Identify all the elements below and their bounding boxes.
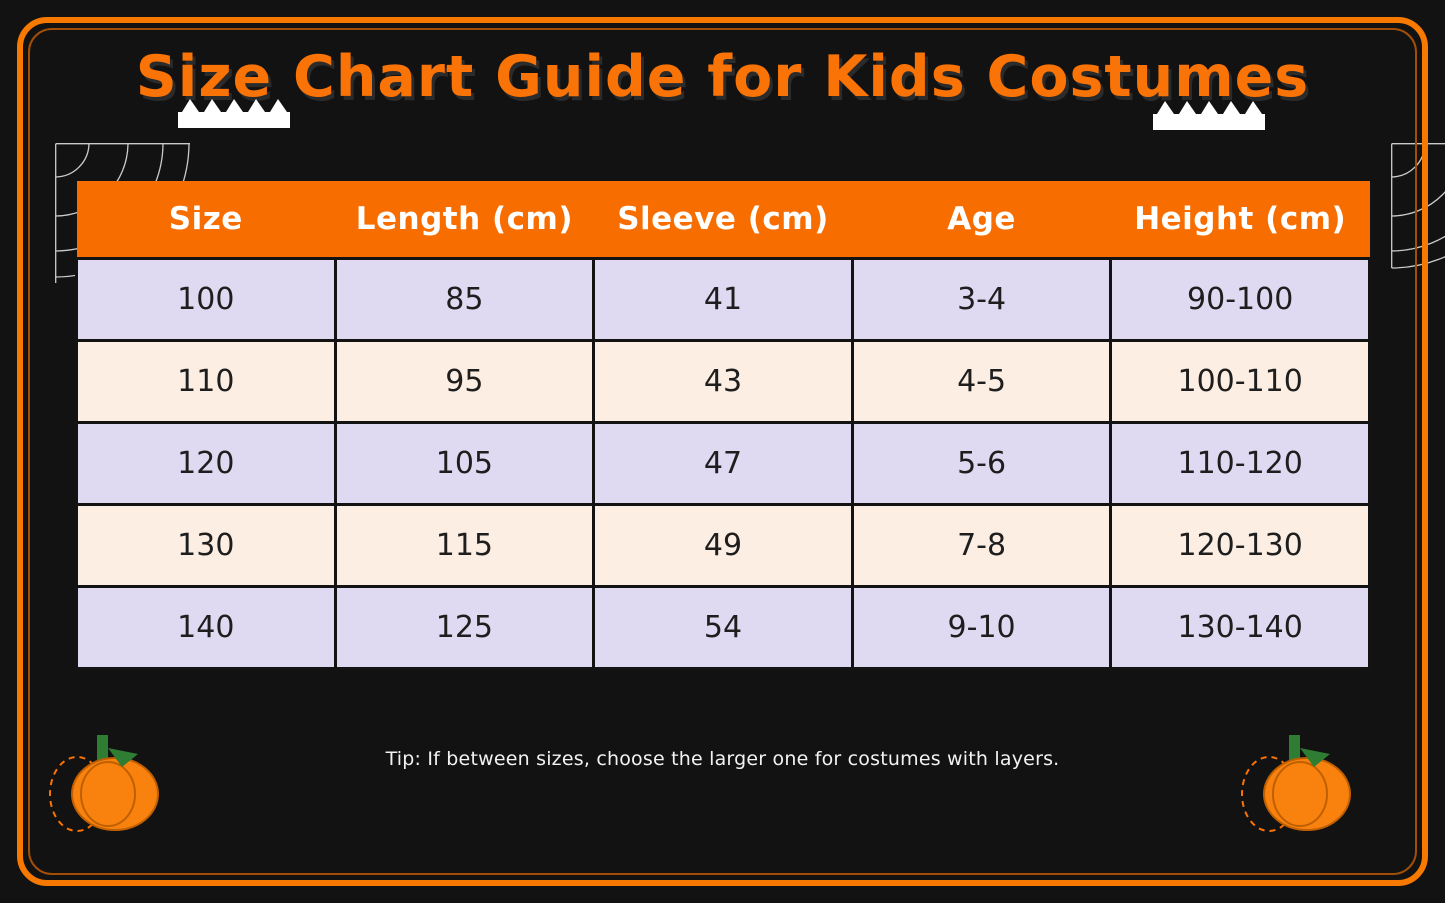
column-header-age: Age: [852, 181, 1111, 259]
cell-length: 95: [333, 339, 596, 424]
cell-age: 3-4: [850, 257, 1113, 342]
cell-height: 110-120: [1109, 421, 1371, 506]
cell-size: 140: [75, 585, 337, 670]
table-row: 110 95 43 4-5 100-110: [75, 339, 1371, 424]
cell-sleeve: 41: [592, 257, 854, 342]
tip-text: Tip: If between sizes, choose the larger…: [385, 748, 1060, 770]
table-row: 130 115 49 7-8 120-130: [75, 503, 1371, 588]
cell-height: 100-110: [1109, 339, 1371, 424]
cell-sleeve: 47: [592, 421, 854, 506]
cell-height: 120-130: [1109, 503, 1371, 588]
cell-height: 130-140: [1109, 585, 1371, 670]
column-header-size: Size: [76, 181, 336, 259]
table-row: 100 85 41 3-4 90-100: [75, 257, 1371, 342]
cell-length: 85: [333, 257, 596, 342]
column-header-height: Height (cm): [1110, 181, 1370, 259]
spider-web-icon: [1391, 143, 1445, 269]
cell-size: 110: [75, 339, 337, 424]
zigzag-teeth-icon: [178, 99, 290, 128]
table-row: 120 105 47 5-6 110-120: [75, 421, 1371, 506]
table-row: 140 125 54 9-10 130-140: [75, 585, 1371, 670]
header-row: Size Length (cm) Sleeve (cm) Age Height …: [76, 181, 1370, 259]
cell-age: 7-8: [850, 503, 1113, 588]
cell-sleeve: 54: [592, 585, 854, 670]
cell-height: 90-100: [1109, 257, 1371, 342]
size-chart-table: Size Length (cm) Sleeve (cm) Age Height …: [75, 181, 1371, 670]
cell-sleeve: 43: [592, 339, 854, 424]
cell-size: 130: [75, 503, 337, 588]
cell-length: 125: [333, 585, 596, 670]
cell-size: 120: [75, 421, 337, 506]
cell-sleeve: 49: [592, 503, 854, 588]
column-header-length: Length (cm): [335, 181, 594, 259]
cell-length: 115: [333, 503, 596, 588]
zigzag-teeth-icon: [1153, 101, 1265, 130]
column-header-sleeve: Sleeve (cm): [593, 181, 853, 259]
pumpkin-icon: [49, 735, 159, 832]
cell-age: 9-10: [850, 585, 1113, 670]
page-title: Size Chart Guide for Kids Costumes: [135, 44, 1310, 110]
cell-size: 100: [75, 257, 337, 342]
cell-age: 5-6: [850, 421, 1113, 506]
cell-age: 4-5: [850, 339, 1113, 424]
cell-length: 105: [333, 421, 596, 506]
pumpkin-icon: [1241, 735, 1351, 832]
